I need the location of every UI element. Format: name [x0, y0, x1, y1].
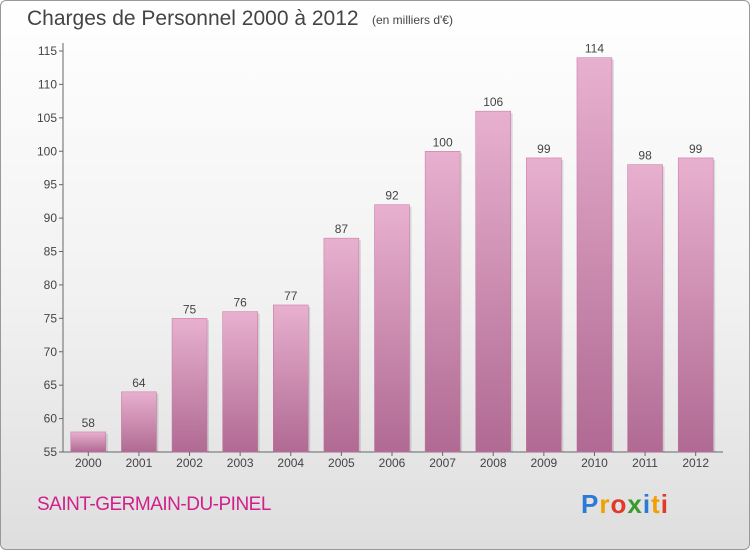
x-tick-label: 2001	[126, 456, 153, 470]
bar	[475, 110, 511, 453]
bar-value-label: 100	[433, 135, 453, 149]
x-tick-label: 2011	[632, 456, 658, 470]
bar-value-label: 87	[335, 222, 349, 236]
y-tick-label: 105	[37, 111, 57, 125]
bar	[526, 157, 562, 453]
y-tick-label: 85	[44, 245, 58, 259]
bar	[424, 151, 461, 453]
bar	[222, 311, 258, 453]
logo-letter: i	[642, 489, 652, 519]
bar-value-label: 76	[233, 296, 247, 310]
y-tick-label: 70	[44, 345, 58, 359]
logo-letter: x	[627, 489, 643, 519]
chart-subtitle: (en milliers d'€)	[372, 13, 453, 27]
logo-letter: o	[610, 489, 628, 519]
bar-value-label: 106	[483, 95, 503, 109]
bar	[677, 157, 714, 453]
x-tick-label: 2002	[176, 456, 203, 470]
x-tick-label: 2003	[227, 456, 254, 470]
x-tick-label: 2012	[682, 456, 709, 470]
bar-value-label: 75	[183, 302, 197, 316]
bar-value-label: 92	[385, 189, 399, 203]
y-tick-label: 100	[37, 144, 57, 158]
logo-letter: i	[660, 489, 669, 519]
bar	[323, 237, 360, 453]
logo-letter: t	[651, 489, 661, 519]
y-tick-label: 80	[44, 278, 58, 292]
y-tick-label: 75	[44, 311, 58, 325]
commune-name: SAINT-GERMAIN-DU-PINEL	[37, 494, 271, 515]
bar	[70, 431, 107, 453]
bar	[273, 304, 309, 453]
y-tick-label: 110	[38, 77, 57, 91]
bar	[374, 204, 410, 453]
bar	[171, 318, 208, 453]
bar-value-label: 99	[537, 142, 551, 156]
bar	[576, 57, 613, 453]
bar	[121, 391, 157, 453]
x-tick-label: 2005	[328, 456, 355, 470]
y-tick-label: 60	[44, 412, 58, 426]
bar-value-label: 77	[284, 289, 298, 303]
y-tick-label: 65	[44, 378, 58, 392]
y-tick-label: 90	[44, 211, 58, 225]
x-tick-label: 2008	[480, 456, 507, 470]
x-tick-label: 2000	[75, 456, 102, 470]
y-tick-label: 55	[44, 445, 58, 459]
logo-letter: P	[581, 489, 600, 519]
y-tick-label: 115	[38, 44, 57, 58]
bar-value-label: 99	[689, 142, 703, 156]
bar-value-label: 58	[82, 416, 96, 430]
bar-value-label: 98	[638, 149, 652, 163]
x-tick-label: 2004	[277, 456, 304, 470]
x-tick-label: 2010	[581, 456, 608, 470]
chart-title: Charges de Personnel 2000 à 2012	[27, 7, 359, 30]
x-tick-label: 2007	[429, 456, 456, 470]
proxiti-logo: Proxiti	[581, 489, 669, 520]
logo-letter: r	[599, 489, 611, 519]
bar-value-label: 114	[585, 42, 604, 56]
y-tick-label: 95	[44, 178, 58, 192]
bar-value-label: 64	[132, 376, 146, 390]
bar	[627, 164, 663, 453]
x-tick-label: 2006	[379, 456, 406, 470]
x-tick-label: 2009	[530, 456, 557, 470]
